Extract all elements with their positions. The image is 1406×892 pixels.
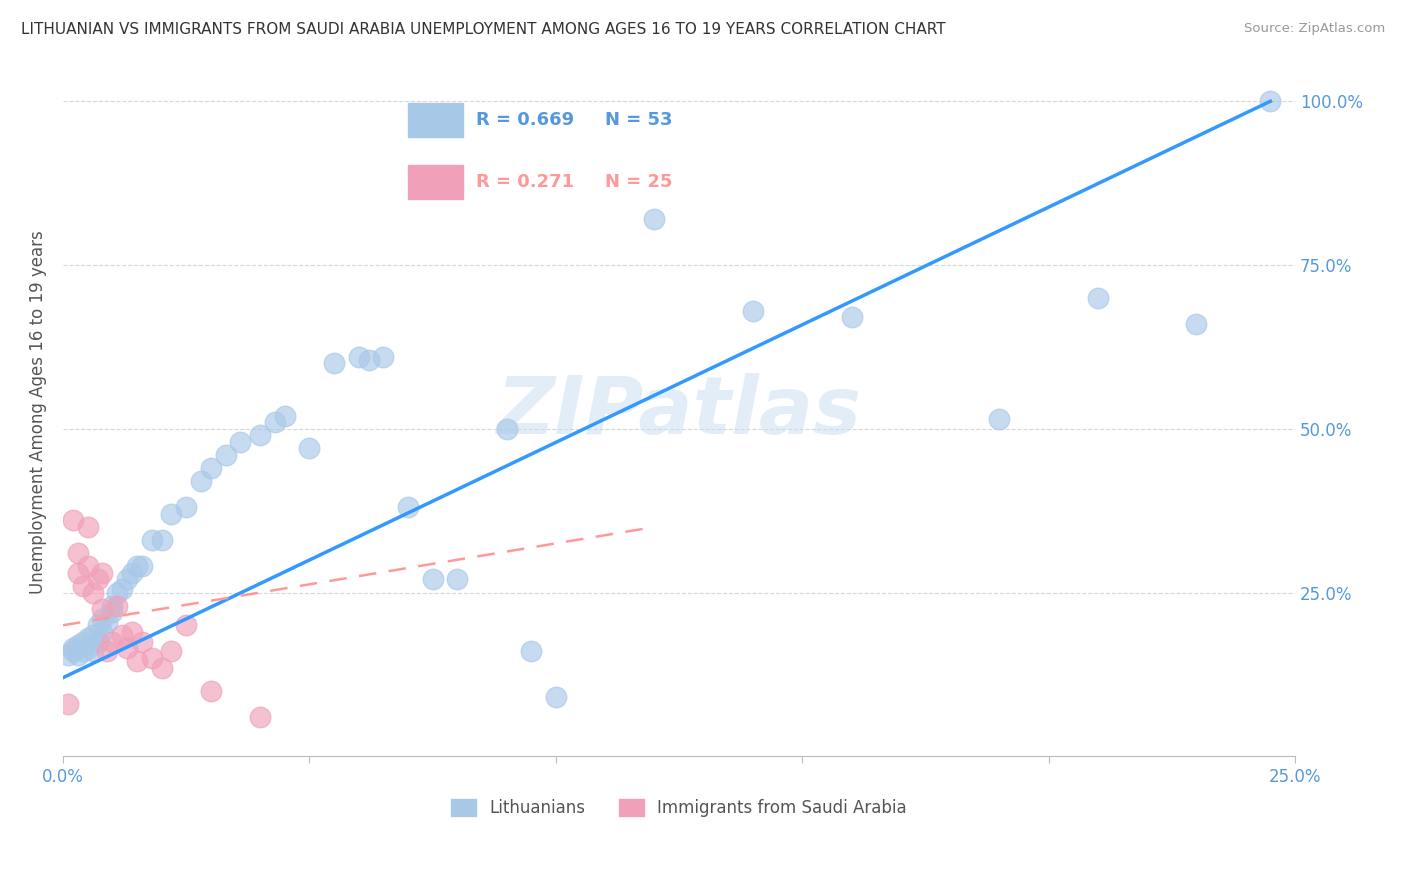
Point bbox=[66, 648, 89, 662]
Point bbox=[82, 628, 104, 642]
Point bbox=[66, 638, 89, 652]
Point bbox=[249, 710, 271, 724]
Point bbox=[174, 500, 197, 515]
Point bbox=[298, 442, 321, 456]
Point bbox=[91, 624, 114, 639]
Point bbox=[160, 644, 183, 658]
Point bbox=[62, 513, 84, 527]
Point bbox=[396, 500, 419, 515]
Text: R = 0.669: R = 0.669 bbox=[475, 112, 574, 129]
Point bbox=[446, 573, 468, 587]
Point bbox=[160, 507, 183, 521]
Point bbox=[101, 634, 124, 648]
Point bbox=[1087, 291, 1109, 305]
Point bbox=[1260, 95, 1282, 109]
Point bbox=[495, 422, 517, 436]
Point bbox=[249, 428, 271, 442]
Y-axis label: Unemployment Among Ages 16 to 19 years: Unemployment Among Ages 16 to 19 years bbox=[30, 230, 46, 594]
Text: LITHUANIAN VS IMMIGRANTS FROM SAUDI ARABIA UNEMPLOYMENT AMONG AGES 16 TO 19 YEAR: LITHUANIAN VS IMMIGRANTS FROM SAUDI ARAB… bbox=[21, 22, 946, 37]
Point bbox=[150, 533, 173, 548]
Point bbox=[1185, 317, 1208, 331]
Point bbox=[66, 546, 89, 560]
Point bbox=[76, 632, 98, 646]
Legend: Lithuanians, Immigrants from Saudi Arabia: Lithuanians, Immigrants from Saudi Arabi… bbox=[444, 792, 914, 823]
Point bbox=[76, 520, 98, 534]
Point bbox=[544, 690, 567, 705]
Point bbox=[86, 618, 108, 632]
Point bbox=[86, 634, 108, 648]
Point bbox=[347, 350, 370, 364]
Point bbox=[174, 618, 197, 632]
FancyBboxPatch shape bbox=[408, 165, 464, 199]
Text: Source: ZipAtlas.com: Source: ZipAtlas.com bbox=[1244, 22, 1385, 36]
Point bbox=[125, 559, 148, 574]
Point bbox=[76, 641, 98, 656]
Point bbox=[357, 353, 380, 368]
Point bbox=[66, 566, 89, 580]
Point bbox=[643, 212, 665, 227]
Point bbox=[200, 461, 222, 475]
Point bbox=[229, 434, 252, 449]
Point bbox=[62, 644, 84, 658]
Point bbox=[91, 612, 114, 626]
Point bbox=[96, 644, 118, 658]
Point bbox=[190, 474, 212, 488]
FancyBboxPatch shape bbox=[408, 103, 464, 137]
Point bbox=[323, 356, 346, 370]
Point bbox=[150, 661, 173, 675]
Point bbox=[56, 648, 79, 662]
Point bbox=[131, 634, 153, 648]
Text: N = 53: N = 53 bbox=[605, 112, 672, 129]
Point bbox=[101, 605, 124, 619]
Point bbox=[520, 644, 543, 658]
Point bbox=[86, 573, 108, 587]
Point bbox=[111, 628, 134, 642]
Point bbox=[91, 566, 114, 580]
Point bbox=[115, 641, 138, 656]
Point bbox=[101, 599, 124, 613]
Point bbox=[82, 585, 104, 599]
Text: R = 0.271: R = 0.271 bbox=[475, 173, 574, 191]
Point bbox=[72, 579, 94, 593]
Point bbox=[214, 448, 236, 462]
Point bbox=[121, 566, 143, 580]
Point bbox=[105, 585, 128, 599]
Point bbox=[125, 654, 148, 668]
Text: N = 25: N = 25 bbox=[605, 173, 672, 191]
Point bbox=[72, 644, 94, 658]
Point bbox=[105, 599, 128, 613]
Point bbox=[742, 304, 765, 318]
Point bbox=[200, 683, 222, 698]
Point bbox=[422, 573, 444, 587]
Point bbox=[56, 697, 79, 711]
Point bbox=[96, 615, 118, 629]
Point bbox=[82, 644, 104, 658]
Point bbox=[115, 573, 138, 587]
Point bbox=[62, 641, 84, 656]
Text: ZIPatlas: ZIPatlas bbox=[496, 374, 862, 451]
Point bbox=[373, 350, 395, 364]
Point bbox=[141, 533, 163, 548]
Point bbox=[988, 412, 1011, 426]
Point bbox=[76, 559, 98, 574]
Point bbox=[131, 559, 153, 574]
Point bbox=[111, 582, 134, 597]
Point bbox=[274, 409, 297, 423]
Point bbox=[121, 624, 143, 639]
Point bbox=[72, 634, 94, 648]
Point bbox=[264, 415, 287, 429]
Point bbox=[841, 310, 863, 325]
Point bbox=[91, 602, 114, 616]
Point bbox=[141, 651, 163, 665]
